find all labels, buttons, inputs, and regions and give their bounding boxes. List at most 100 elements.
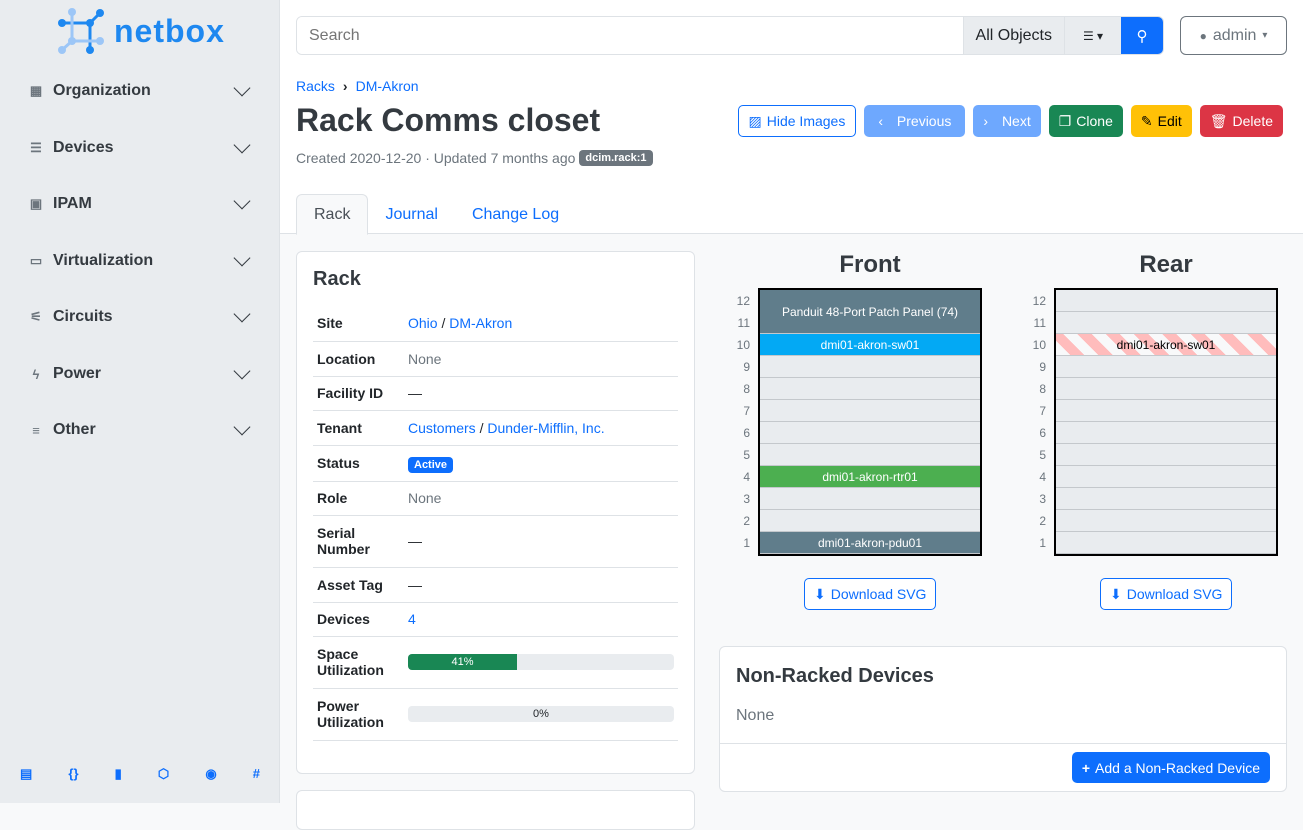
ip-icon: ▣ bbox=[29, 196, 43, 211]
clone-button[interactable]: ❐ Clone bbox=[1048, 105, 1123, 137]
row-value: — bbox=[404, 515, 678, 568]
devices-count-link[interactable]: 4 bbox=[408, 611, 416, 627]
book-icon[interactable]: ▤ bbox=[20, 766, 33, 781]
unit-number: 3 bbox=[1039, 492, 1046, 506]
breadcrumb-racks[interactable]: Racks bbox=[296, 78, 335, 94]
sidebar-item-organization[interactable]: ▦ Organization bbox=[28, 79, 252, 100]
object-type-select[interactable]: All Objects bbox=[962, 17, 1064, 54]
api-icon[interactable]: {} bbox=[68, 766, 79, 781]
region-link[interactable]: Ohio bbox=[408, 315, 438, 332]
created-updated: Created 2020-12-20 · Updated 7 months ag… bbox=[296, 150, 576, 166]
sidebar-item-virtualization[interactable]: ▭ Virtualization bbox=[28, 249, 252, 270]
button-label: Add a Non-Racked Device bbox=[1095, 759, 1260, 776]
rack-unit-3[interactable] bbox=[760, 488, 980, 510]
download-rear-svg-button[interactable]: ⬇ Download SVG bbox=[1100, 578, 1233, 610]
tenant-group-link[interactable]: Customers bbox=[408, 419, 476, 436]
tab-rack[interactable]: Rack bbox=[296, 194, 369, 235]
rack-unit-7[interactable] bbox=[760, 400, 980, 422]
search-input[interactable] bbox=[297, 17, 963, 54]
tab-bar: Rack Journal Change Log bbox=[296, 194, 576, 235]
sidebar-item-circuits[interactable]: ⚟ Circuits bbox=[28, 305, 252, 326]
github-icon[interactable]: ◉ bbox=[205, 766, 217, 781]
unit-number: 3 bbox=[743, 492, 750, 506]
table-row: Space Utilization 41% bbox=[313, 636, 678, 689]
pencil-icon: ✎ bbox=[1140, 112, 1153, 129]
rack-unit-11[interactable] bbox=[1056, 312, 1276, 334]
unit-number: 6 bbox=[743, 426, 750, 440]
sidebar-item-ipam[interactable]: ▣ IPAM bbox=[28, 192, 252, 213]
rack-unit-2[interactable] bbox=[760, 510, 980, 532]
unit-number: 7 bbox=[743, 404, 750, 418]
rack-unit-9[interactable] bbox=[760, 356, 980, 378]
chevron-right-icon: › bbox=[342, 78, 348, 94]
tenant-link[interactable]: Dunder-Mifflin, Inc. bbox=[487, 419, 605, 436]
tab-journal[interactable]: Journal bbox=[385, 205, 438, 223]
next-card bbox=[296, 790, 695, 830]
rack-unit-12[interactable] bbox=[1056, 290, 1276, 312]
sidebar-item-devices[interactable]: ☰ Devices bbox=[28, 136, 252, 157]
table-row: Location None bbox=[313, 341, 678, 377]
table-row: Devices 4 bbox=[313, 602, 678, 637]
site-link[interactable]: DM-Akron bbox=[449, 315, 513, 332]
rack-device[interactable]: dmi01-akron-pdu01 bbox=[760, 532, 980, 554]
rack-unit-5[interactable] bbox=[1056, 444, 1276, 466]
next-button[interactable]: › Next bbox=[973, 105, 1041, 137]
hide-images-button[interactable]: ▨ Hide Images bbox=[737, 105, 857, 137]
graphql-icon[interactable]: ⬡ bbox=[157, 766, 170, 781]
edit-button[interactable]: ✎ Edit bbox=[1130, 105, 1192, 137]
unit-number: 2 bbox=[1039, 514, 1046, 528]
delete-button[interactable]: 🗑 Delete bbox=[1199, 105, 1283, 137]
sidebar-footer: ▤ {} ▮ ⬡ ◉ # bbox=[20, 766, 260, 782]
row-label: Tenant bbox=[313, 410, 404, 446]
unit-number: 12 bbox=[736, 294, 750, 308]
netbox-logo[interactable]: netbox bbox=[58, 8, 225, 54]
slack-icon[interactable]: # bbox=[252, 766, 260, 781]
rack-unit-3[interactable] bbox=[1056, 488, 1276, 510]
sidebar-item-label: IPAM bbox=[53, 195, 92, 212]
add-non-racked-device-button[interactable]: + Add a Non-Racked Device bbox=[1071, 752, 1270, 783]
space-utilization-fill: 41% bbox=[408, 654, 518, 670]
rack-unit-4[interactable] bbox=[1056, 466, 1276, 488]
rack-device[interactable]: Panduit 48-Port Patch Panel (74) bbox=[760, 290, 980, 334]
rack-unit-8[interactable] bbox=[760, 378, 980, 400]
table-row: Status Active bbox=[313, 445, 678, 482]
search-button[interactable]: ⚲ bbox=[1121, 17, 1163, 54]
table-row: Role None bbox=[313, 481, 678, 516]
sidebar-item-power[interactable]: ϟ Power bbox=[28, 362, 252, 383]
breadcrumb-site[interactable]: DM-Akron bbox=[355, 78, 419, 94]
row-value: — bbox=[404, 376, 678, 411]
file-image-icon: ▨ bbox=[748, 112, 762, 129]
download-front-svg-button[interactable]: ⬇ Download SVG bbox=[804, 578, 937, 610]
previous-button[interactable]: ‹ Previous bbox=[864, 105, 966, 137]
row-value: None bbox=[404, 481, 678, 516]
chevron-down-icon bbox=[233, 418, 251, 436]
non-racked-value: None bbox=[736, 707, 775, 724]
sidebar-item-other[interactable]: ≡ Other bbox=[28, 418, 252, 439]
rack-device[interactable]: dmi01-akron-rtr01 bbox=[760, 466, 980, 488]
row-label: Site bbox=[313, 306, 404, 342]
user-menu[interactable]: ● admin ▾ bbox=[1180, 16, 1287, 55]
rack-device[interactable]: dmi01-akron-sw01 bbox=[760, 334, 980, 356]
rack-unit-6[interactable] bbox=[1056, 422, 1276, 444]
rack-unit-9[interactable] bbox=[1056, 356, 1276, 378]
sidebar-item-label: Organization bbox=[53, 82, 151, 99]
file-download-icon: ⬇ bbox=[1110, 585, 1122, 602]
rack-unit-8[interactable] bbox=[1056, 378, 1276, 400]
rack-device[interactable]: dmi01-akron-sw01 bbox=[1056, 334, 1276, 356]
unit-number: 4 bbox=[1039, 470, 1046, 484]
row-label: Serial Number bbox=[313, 515, 404, 568]
rack-unit-7[interactable] bbox=[1056, 400, 1276, 422]
button-label: Delete bbox=[1232, 113, 1273, 129]
button-label: Download SVG bbox=[830, 586, 927, 602]
button-label: Hide Images bbox=[766, 113, 846, 129]
row-label: Location bbox=[313, 341, 404, 377]
rack-unit-5[interactable] bbox=[760, 444, 980, 466]
trash-icon: 🗑 bbox=[1209, 112, 1228, 129]
filter-dropdown[interactable]: ☰ ▾ bbox=[1064, 17, 1121, 54]
rack-unit-2[interactable] bbox=[1056, 510, 1276, 532]
bookmark-icon[interactable]: ▮ bbox=[114, 766, 122, 781]
row-label: Asset Tag bbox=[313, 567, 404, 603]
tab-change-log[interactable]: Change Log bbox=[471, 205, 560, 223]
rack-unit-1[interactable] bbox=[1056, 532, 1276, 554]
rack-unit-6[interactable] bbox=[760, 422, 980, 444]
